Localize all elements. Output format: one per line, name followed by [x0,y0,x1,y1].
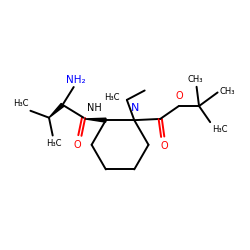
Text: CH₃: CH₃ [220,87,235,96]
Text: N: N [131,103,140,113]
Text: O: O [176,91,183,101]
Text: O: O [73,140,81,150]
Text: H₃C: H₃C [13,99,28,108]
Text: NH: NH [87,104,102,114]
Text: H₃C: H₃C [46,139,62,148]
Text: CH₃: CH₃ [188,75,203,84]
Text: NH₂: NH₂ [66,75,86,85]
Polygon shape [49,104,64,118]
Text: H₃C: H₃C [104,93,120,102]
Text: O: O [161,141,168,151]
Polygon shape [85,118,106,122]
Text: H₃C: H₃C [212,124,228,134]
